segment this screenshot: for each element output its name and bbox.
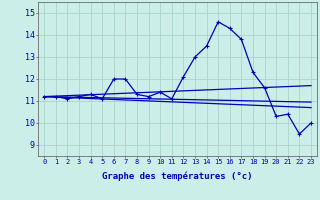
X-axis label: Graphe des températures (°c): Graphe des températures (°c) bbox=[102, 171, 253, 181]
